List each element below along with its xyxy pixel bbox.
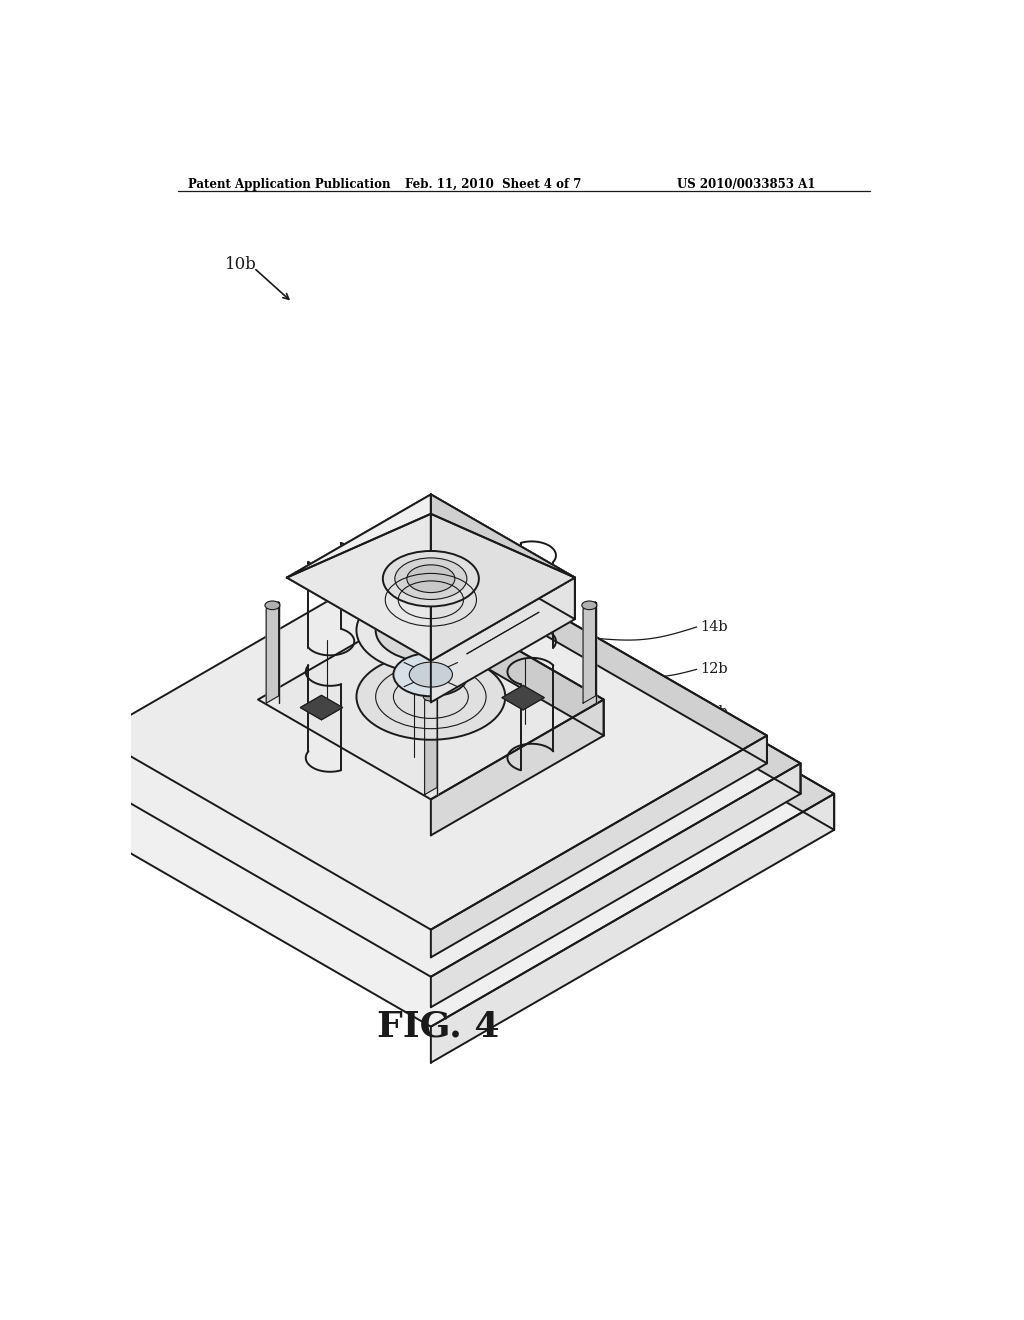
Polygon shape (266, 602, 279, 704)
Ellipse shape (265, 601, 280, 610)
Polygon shape (95, 541, 767, 929)
Polygon shape (287, 513, 431, 661)
Polygon shape (431, 735, 767, 957)
Text: Feb. 11, 2010  Sheet 4 of 7: Feb. 11, 2010 Sheet 4 of 7 (406, 178, 582, 190)
Polygon shape (431, 599, 604, 735)
Ellipse shape (410, 663, 453, 688)
Polygon shape (431, 495, 574, 619)
Polygon shape (28, 561, 835, 1027)
Text: US 2010/0033853 A1: US 2010/0033853 A1 (677, 178, 816, 190)
Ellipse shape (407, 565, 455, 593)
Polygon shape (431, 578, 574, 702)
Polygon shape (300, 696, 343, 719)
Ellipse shape (395, 558, 467, 599)
Polygon shape (519, 569, 561, 594)
Text: Patent Application Publication: Patent Application Publication (188, 178, 391, 190)
Polygon shape (258, 599, 604, 800)
Polygon shape (287, 495, 574, 661)
Polygon shape (431, 495, 574, 578)
Ellipse shape (383, 550, 479, 606)
Polygon shape (583, 602, 596, 704)
Ellipse shape (582, 601, 597, 610)
Ellipse shape (376, 598, 486, 663)
Polygon shape (425, 511, 437, 611)
Ellipse shape (356, 653, 505, 739)
Polygon shape (431, 763, 801, 1007)
Polygon shape (431, 700, 604, 836)
Polygon shape (502, 685, 544, 710)
Polygon shape (61, 550, 801, 977)
Ellipse shape (393, 653, 468, 696)
Ellipse shape (423, 693, 438, 701)
Polygon shape (431, 513, 574, 661)
Polygon shape (431, 550, 801, 793)
Text: 10b: 10b (224, 256, 256, 273)
Text: 14b: 14b (700, 620, 728, 634)
Polygon shape (317, 579, 359, 603)
Text: 18b: 18b (700, 705, 728, 718)
Polygon shape (425, 693, 437, 795)
Ellipse shape (356, 587, 505, 673)
Text: FIG. 4: FIG. 4 (377, 1010, 500, 1044)
Text: 12b: 12b (700, 663, 728, 676)
Ellipse shape (423, 510, 438, 519)
Polygon shape (431, 793, 835, 1063)
Polygon shape (431, 541, 767, 763)
Polygon shape (287, 495, 431, 578)
Polygon shape (431, 561, 835, 830)
